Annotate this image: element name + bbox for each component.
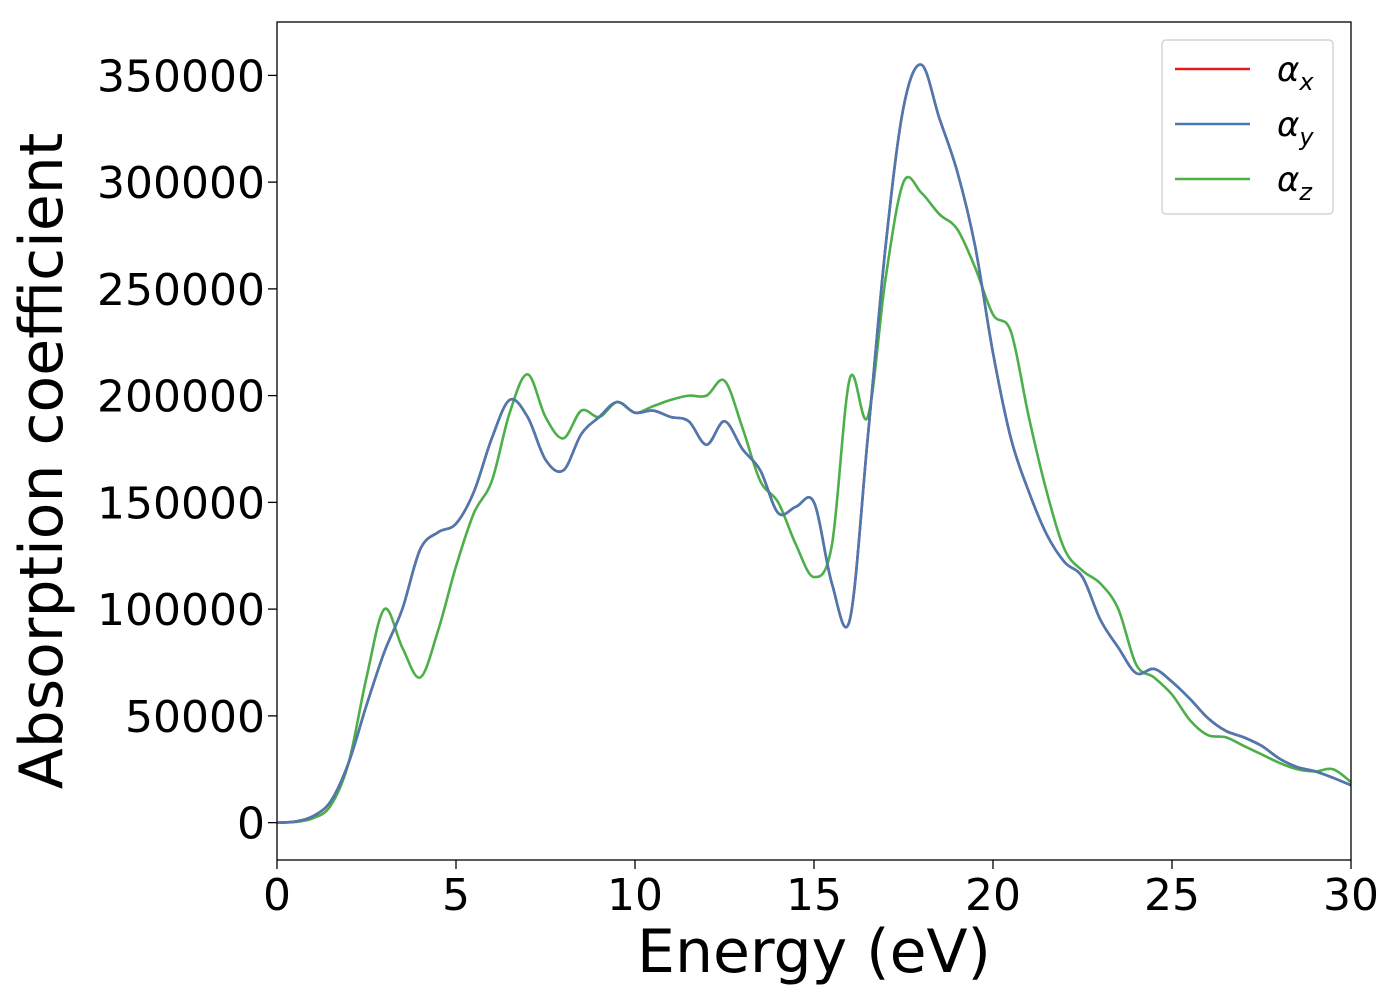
x-tick-label: 20 — [965, 870, 1021, 921]
x-tick-label: 10 — [607, 870, 663, 921]
y-tick-label: 350000 — [97, 51, 265, 102]
legend-label-y: αy — [1277, 105, 1314, 151]
y-tick-label: 250000 — [97, 265, 265, 316]
legend-subscript-x: x — [1298, 68, 1314, 96]
x-tick-label: 0 — [263, 870, 291, 921]
tick-layer: 0 5 10 15 20 25 30 0 50000 100000 150000 200000 2500… — [97, 51, 1379, 921]
legend-subscript-z: z — [1298, 178, 1313, 206]
y-axis-label: Absorption coefficient — [7, 133, 77, 790]
legend-box — [1161, 39, 1334, 215]
y-tick-label: 100000 — [97, 585, 265, 636]
legend-subscript-y: y — [1298, 123, 1314, 151]
legend-label-x: αx — [1277, 50, 1314, 96]
series-line-y — [276, 63, 1352, 824]
series-line-z — [276, 175, 1352, 824]
y-tick-label: 300000 — [97, 158, 265, 209]
y-tick-label: 200000 — [97, 372, 265, 423]
y-tick-label: 150000 — [97, 478, 265, 529]
x-axis-label: Energy (eV) — [637, 917, 991, 987]
y-tick-label: 50000 — [125, 692, 265, 743]
y-tick-label: 0 — [237, 799, 265, 850]
x-tick-label: 25 — [1144, 870, 1200, 921]
x-tick-label: 5 — [442, 870, 470, 921]
series-layer — [276, 63, 1352, 824]
x-tick-label: 15 — [786, 870, 842, 921]
x-tick-label: 30 — [1323, 870, 1379, 921]
